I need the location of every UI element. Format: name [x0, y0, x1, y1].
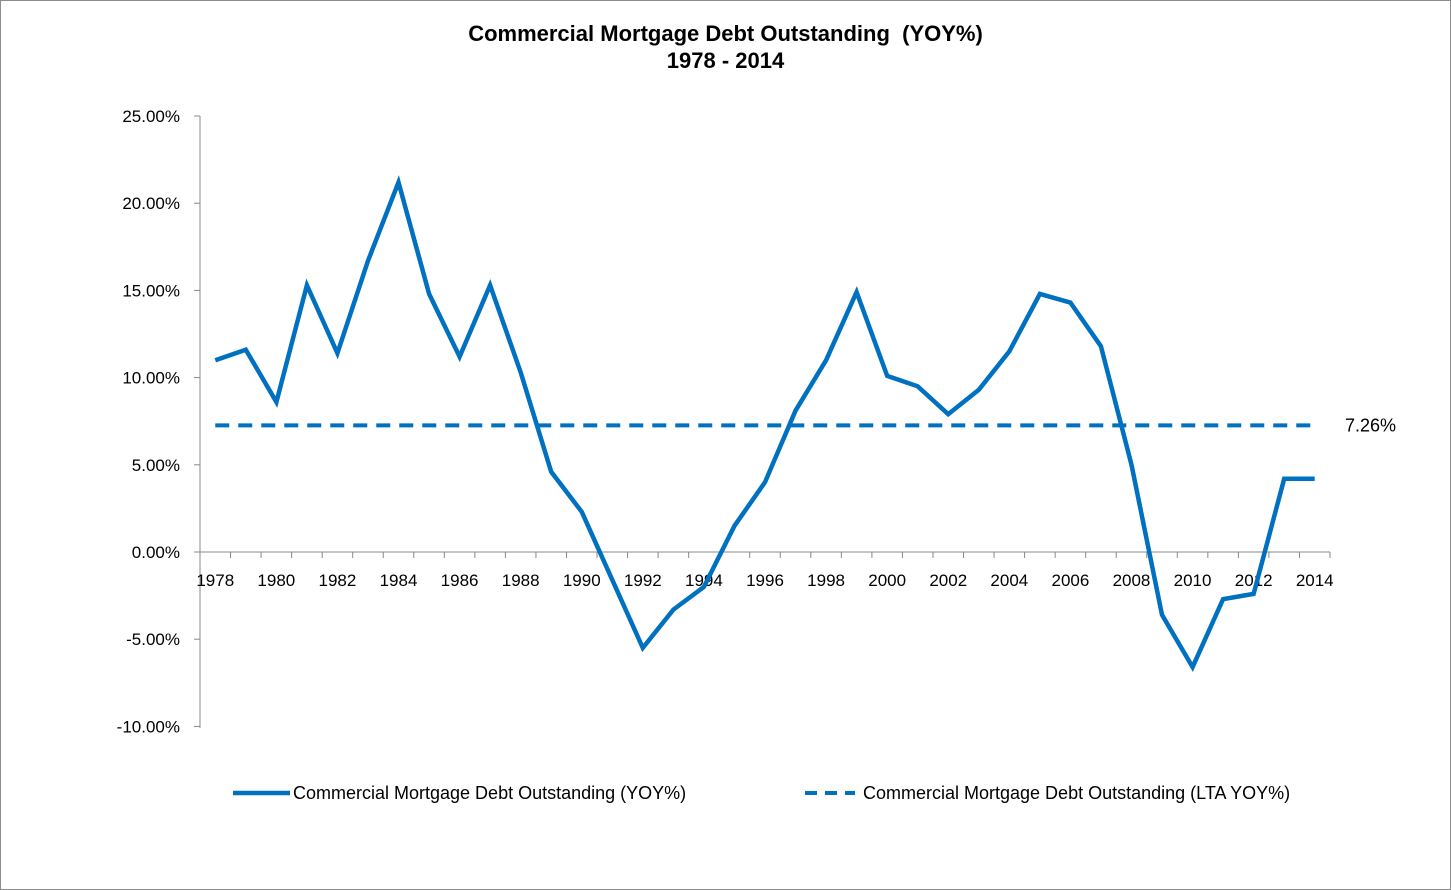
- x-tick-label: 2014: [1296, 571, 1334, 590]
- x-tick-label: 1992: [624, 571, 662, 590]
- y-tick-label: 15.00%: [122, 281, 180, 300]
- x-tick-label: 2002: [929, 571, 967, 590]
- x-tick-label: 1980: [257, 571, 295, 590]
- legend-label-lta: Commercial Mortgage Debt Outstanding (LT…: [863, 783, 1290, 803]
- y-tick-label: 0.00%: [132, 543, 180, 562]
- x-tick-label: 1982: [319, 571, 357, 590]
- x-tick-label: 1978: [196, 571, 234, 590]
- x-tick-label: 2006: [1051, 571, 1089, 590]
- chart-title: Commercial Mortgage Debt Outstanding (YO…: [0, 20, 1451, 74]
- x-tick-label: 1988: [502, 571, 540, 590]
- x-tick-label: 1986: [441, 571, 479, 590]
- y-tick-label: 10.00%: [122, 369, 180, 388]
- x-tick-label: 2000: [868, 571, 906, 590]
- legend-label-yoy: Commercial Mortgage Debt Outstanding (YO…: [293, 783, 686, 803]
- chart-subtitle: 1978 - 2014: [666, 48, 785, 73]
- x-tick-label: 1994: [685, 571, 723, 590]
- y-tick-label: -5.00%: [126, 630, 180, 649]
- x-tick-label: 2004: [990, 571, 1028, 590]
- chart-title-line1: Commercial Mortgage Debt Outstanding (YO…: [468, 21, 983, 46]
- y-tick-label: 5.00%: [132, 456, 180, 475]
- x-tick-label: 1998: [807, 571, 845, 590]
- x-tick-label: 1990: [563, 571, 601, 590]
- y-tick-label: -10.00%: [117, 717, 180, 736]
- y-tick-label: 20.00%: [122, 194, 180, 213]
- x-tick-label: 2008: [1113, 571, 1151, 590]
- y-tick-label: 25.00%: [122, 107, 180, 126]
- x-tick-label: 1984: [380, 571, 418, 590]
- x-tick-label: 2012: [1235, 571, 1273, 590]
- average-label: 7.26%: [1345, 415, 1396, 435]
- x-tick-label: 1996: [746, 571, 784, 590]
- x-tick-label: 2010: [1174, 571, 1212, 590]
